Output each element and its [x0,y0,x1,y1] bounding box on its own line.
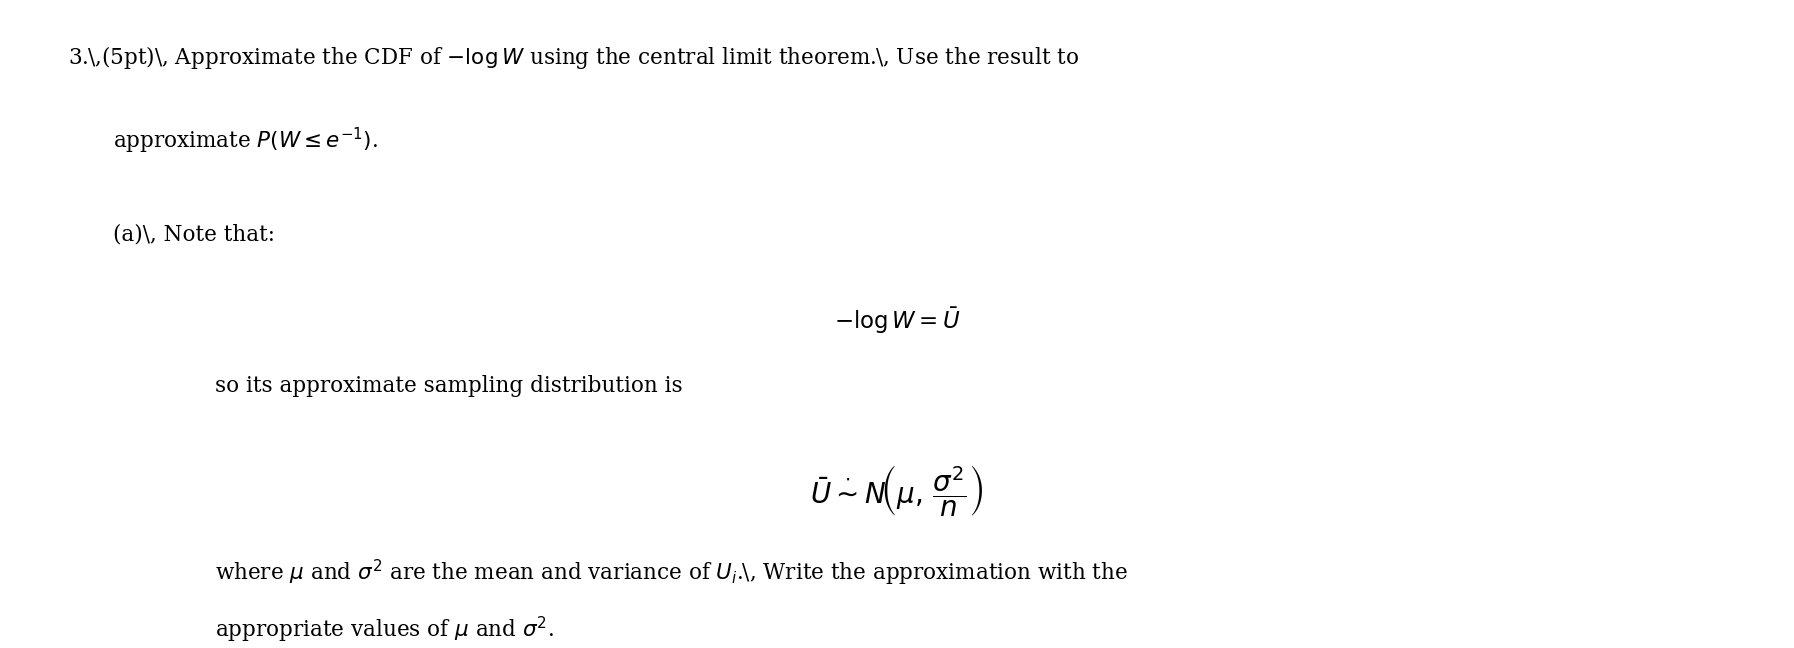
Text: 3.\,(5pt)\, Approximate the CDF of $-\log W$ using the central limit theorem.\, : 3.\,(5pt)\, Approximate the CDF of $-\lo… [68,44,1080,71]
Text: where $\mu$ and $\sigma^2$ are the mean and variance of $U_i$.\, Write the appro: where $\mu$ and $\sigma^2$ are the mean … [215,558,1128,588]
Text: approximate $P\left(W \leq e^{-1}\right)$.: approximate $P\left(W \leq e^{-1}\right)… [113,126,379,156]
Text: $-\log W = \bar{U}$: $-\log W = \bar{U}$ [834,306,960,336]
Text: appropriate values of $\mu$ and $\sigma^2$.: appropriate values of $\mu$ and $\sigma^… [215,614,554,645]
Text: (a)\, Note that:: (a)\, Note that: [113,224,274,246]
Text: so its approximate sampling distribution is: so its approximate sampling distribution… [215,375,684,397]
Text: $\bar{U} \overset{\cdot}{\sim} N\!\left(\mu,\,\dfrac{\sigma^2}{n}\right)$: $\bar{U} \overset{\cdot}{\sim} N\!\left(… [811,463,983,518]
